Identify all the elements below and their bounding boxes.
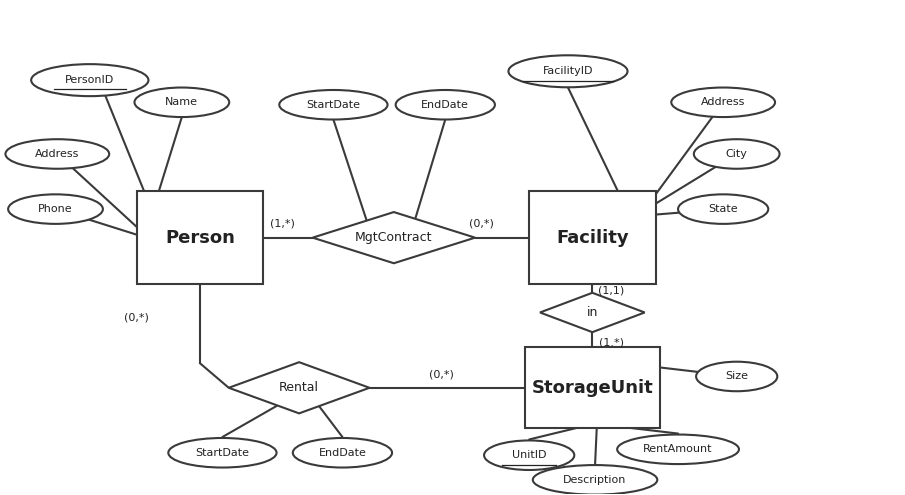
- Ellipse shape: [533, 465, 657, 495]
- FancyBboxPatch shape: [525, 347, 660, 428]
- Text: Person: Person: [165, 229, 234, 247]
- Ellipse shape: [696, 362, 777, 391]
- Ellipse shape: [484, 441, 575, 470]
- Text: (0,*): (0,*): [469, 219, 494, 229]
- FancyBboxPatch shape: [529, 191, 655, 285]
- Text: Size: Size: [725, 371, 748, 382]
- Ellipse shape: [509, 55, 627, 87]
- Ellipse shape: [168, 438, 277, 467]
- FancyBboxPatch shape: [137, 191, 263, 285]
- Text: MgtContract: MgtContract: [355, 231, 433, 244]
- Text: Description: Description: [564, 475, 627, 485]
- Ellipse shape: [395, 90, 495, 119]
- Text: EndDate: EndDate: [422, 100, 469, 110]
- Text: StorageUnit: StorageUnit: [531, 379, 653, 397]
- Text: Address: Address: [701, 98, 746, 107]
- Polygon shape: [540, 293, 644, 332]
- Ellipse shape: [293, 438, 392, 467]
- Ellipse shape: [31, 64, 148, 96]
- Text: EndDate: EndDate: [319, 448, 367, 458]
- Text: Address: Address: [35, 149, 80, 159]
- Text: State: State: [709, 204, 738, 214]
- Polygon shape: [312, 212, 475, 263]
- Ellipse shape: [672, 88, 775, 117]
- Text: StartDate: StartDate: [307, 100, 360, 110]
- Ellipse shape: [694, 139, 779, 169]
- Text: Name: Name: [166, 98, 198, 107]
- Ellipse shape: [280, 90, 387, 119]
- Ellipse shape: [135, 88, 229, 117]
- Text: Rental: Rental: [279, 381, 319, 395]
- Text: Phone: Phone: [38, 204, 72, 214]
- Ellipse shape: [678, 195, 768, 224]
- Polygon shape: [229, 362, 369, 413]
- Text: City: City: [726, 149, 748, 159]
- Text: StartDate: StartDate: [195, 448, 250, 458]
- Ellipse shape: [5, 139, 110, 169]
- Text: (1,*): (1,*): [271, 219, 295, 229]
- Text: (1,1): (1,1): [598, 285, 624, 296]
- Text: FacilityID: FacilityID: [543, 66, 594, 76]
- Text: in: in: [586, 306, 598, 319]
- Text: PersonID: PersonID: [65, 75, 114, 85]
- Text: (1.*): (1.*): [599, 337, 624, 347]
- Ellipse shape: [8, 195, 103, 224]
- Ellipse shape: [617, 435, 739, 464]
- Text: RentAmount: RentAmount: [643, 445, 713, 454]
- Text: (0,*): (0,*): [429, 369, 454, 380]
- Text: Facility: Facility: [556, 229, 629, 247]
- Text: UnitID: UnitID: [512, 450, 547, 460]
- Text: (0,*): (0,*): [124, 312, 149, 322]
